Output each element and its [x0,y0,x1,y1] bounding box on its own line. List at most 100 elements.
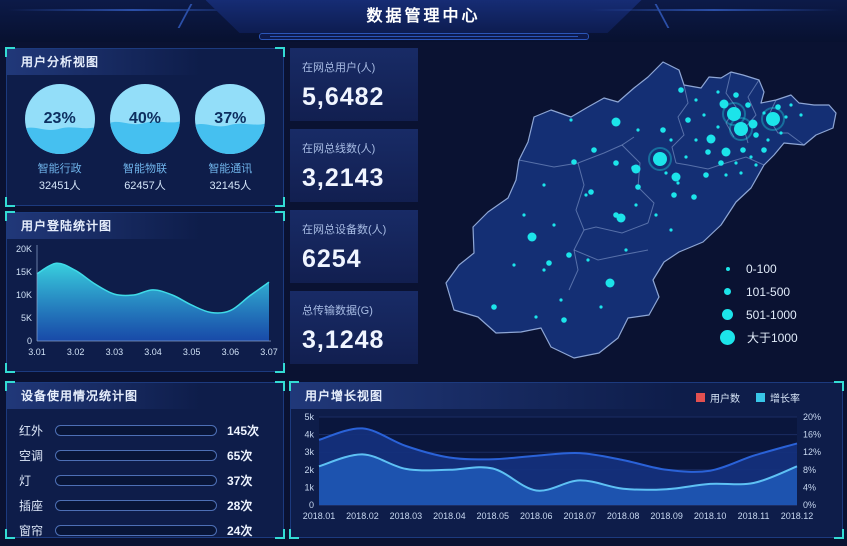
bar-label: 插座 [19,499,44,513]
svg-text:3.03: 3.03 [106,347,124,357]
svg-text:8%: 8% [803,465,816,475]
svg-text:15K: 15K [16,267,32,277]
bar-label: 灯 [19,474,32,488]
growth-area-chart: 0 0% 1k 4% 2k 8% 3k 12% 4k 16% 5k 20% 2018.01 2018.02… [303,412,821,521]
liquid-gauge-svg [24,84,95,154]
svg-text:2018.08: 2018.08 [607,511,640,521]
map-legend-item[interactable]: 0-100 [720,257,798,280]
map-outline [445,61,837,359]
page-title: 数据管理中心 [366,8,481,25]
liquid-gauge: 40% [109,83,181,155]
bar-track [55,475,217,486]
stat-card: 在网总用户(人) 5,6482 [290,48,418,121]
panel-title-device-usage: 设备使用情况统计图 [7,383,283,409]
header-title-plate: 数据管理中心 [206,0,642,33]
bar-track [55,425,217,436]
region-map [445,61,837,359]
gauge-percent: 23% [43,110,76,127]
svg-text:2018.02: 2018.02 [346,511,379,521]
device-bar-row: 空调 65次 [19,446,269,465]
svg-text:3.01: 3.01 [28,347,46,357]
svg-text:3.05: 3.05 [183,347,201,357]
legend-item-growth-rate[interactable]: 增长率 [756,390,800,405]
stat-card: 在网总线数(人) 3,2143 [290,129,418,202]
stat-value: 3,1248 [302,326,385,354]
stat-label: 总传输数据(G) [302,305,373,317]
svg-text:2k: 2k [304,465,314,475]
svg-text:20K: 20K [16,244,32,254]
device-bar-row: 红外 145次 [19,421,269,440]
svg-text:16%: 16% [803,430,821,440]
liquid-gauge-svg [195,84,266,154]
liquid-gauge: 23% [24,83,96,155]
panel-login-stats: 用户登陆统计图 0 5K 10K 15K 20K 3.01 3.02 3.03 3.04 3.05… [5,211,285,373]
gauge-comm: 37% 智能通讯 32145人 [190,83,270,193]
map-legend-item[interactable]: 101-500 [720,280,798,303]
map-legend-item[interactable]: 501-1000 [720,303,798,326]
map-legend: 0-100 101-500 501-1000 大于1000 [720,257,798,349]
bar-value: 145次 [227,424,260,438]
gauge-label: 智能通讯 [208,163,253,175]
stat-label: 在网总用户(人) [302,62,376,74]
panel-device-usage: 设备使用情况统计图 红外 145次空调 65次灯 37次插座 28次窗帘 24次 [5,381,285,540]
stat-label: 在网总设备数(人) [302,224,387,236]
header: 数据管理中心 [0,0,847,42]
panel-title-login-stats: 用户登陆统计图 [7,213,283,239]
stat-card: 在网总设备数(人) 6254 [290,210,418,283]
bar-track [55,500,217,511]
panel-user-analysis: 用户分析视图 23% 智能行政 32451人 40% 智能物联 62457人 [5,47,285,207]
svg-text:4k: 4k [304,430,314,440]
stat-label: 在网总线数(人) [302,143,376,155]
bar-value: 28次 [227,499,253,513]
bar-track [55,525,217,536]
legend-item-users[interactable]: 用户数 [696,390,740,405]
stat-value: 6254 [302,245,362,273]
legend-dot-small-icon [726,266,730,271]
gauge-admin: 23% 智能行政 32451人 [20,83,100,193]
bar-label: 空调 [19,449,44,463]
legend-dot-medium-icon [724,288,731,295]
svg-text:3.04: 3.04 [144,347,162,357]
stat-value: 3,2143 [302,164,385,192]
map-legend-item[interactable]: 大于1000 [720,326,798,349]
panel-user-growth: 用户增长视图 用户数 增长率 0 0% 1k 4% 2k 8% 3k 12% 4k 16% 5k 20… [289,381,844,539]
svg-text:2018.10: 2018.10 [694,511,727,521]
svg-text:5k: 5k [304,412,314,422]
stat-value: 5,6482 [302,83,385,111]
panel-title-user-analysis: 用户分析视图 [7,49,283,75]
svg-text:2018.03: 2018.03 [390,511,423,521]
device-bar-row: 灯 37次 [19,471,269,490]
bar-value: 37次 [227,474,253,488]
map-inner-borders [518,71,805,291]
gauge-row: 23% 智能行政 32451人 40% 智能物联 62457人 37% 智能通讯 [7,75,283,193]
svg-text:0: 0 [27,336,32,346]
legend-swatch-growth-rate-icon [756,393,765,402]
svg-text:2018.12: 2018.12 [781,511,814,521]
svg-text:5K: 5K [21,313,32,323]
header-accent-right [654,4,670,28]
legend-dot-large-icon [722,309,733,320]
svg-text:2018.04: 2018.04 [433,511,466,521]
gauge-count: 32451人 [38,180,81,192]
panel-title-user-growth: 用户增长视图 [291,383,842,409]
svg-text:1k: 1k [304,482,314,492]
liquid-gauge-svg [109,84,180,154]
liquid-gauge: 37% [194,83,266,155]
gauge-count: 32145人 [209,180,252,192]
device-bar-row: 窗帘 24次 [19,521,269,540]
gauge-iot: 40% 智能物联 62457人 [105,83,185,193]
bar-value: 24次 [227,524,253,538]
svg-text:0%: 0% [803,500,816,510]
header-base-ornament [258,33,589,40]
svg-text:2018.07: 2018.07 [563,511,596,521]
svg-text:20%: 20% [803,412,821,422]
gauge-label: 智能物联 [122,163,167,175]
growth-legend: 用户数 增长率 [680,390,800,405]
svg-text:2018.06: 2018.06 [520,511,553,521]
bar-track [55,450,217,461]
map-dots [491,87,803,323]
svg-text:4%: 4% [803,482,816,492]
device-bar-chart: 红外 145次空调 65次灯 37次插座 28次窗帘 24次 [7,409,283,540]
bar-value: 65次 [227,449,253,463]
stat-card: 总传输数据(G) 3,1248 [290,291,418,364]
